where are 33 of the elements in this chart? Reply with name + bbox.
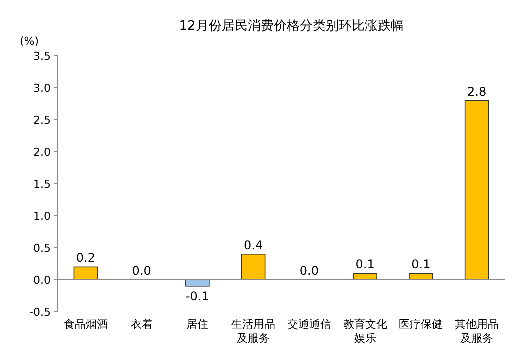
bar	[409, 273, 434, 280]
bar	[464, 100, 490, 280]
y-tick-label: 0.0	[34, 274, 51, 287]
y-tick-label: 1.5	[34, 178, 51, 191]
data-label: 2.8	[468, 84, 487, 99]
y-tick-label: 2.5	[34, 114, 51, 127]
chart-title: 12月份居民消费价格分类别环比涨跌幅	[179, 19, 404, 34]
x-tick-label: 其他用品及服务	[455, 318, 500, 345]
x-tick-label: 交通通信	[287, 318, 332, 331]
x-tick-label: 衣着	[130, 318, 153, 331]
data-label: 0.1	[412, 258, 431, 272]
y-tick-label: -0.5	[30, 306, 51, 319]
y-tick-label: 3.0	[34, 82, 51, 95]
data-label: 0.0	[300, 264, 319, 278]
y-tick-label: 3.5	[34, 50, 51, 63]
bar	[241, 254, 266, 280]
y-tick-label: 2.0	[34, 146, 51, 159]
y-tick-label: 1.0	[34, 210, 51, 223]
data-label: 0.2	[76, 251, 96, 266]
data-label: -0.1	[186, 289, 210, 304]
data-label: 0.1	[356, 258, 375, 272]
y-tick-label: 0.5	[34, 242, 51, 255]
x-tick-label: 教育文化娱乐	[343, 318, 388, 345]
x-tick-label: 医疗保健	[399, 318, 444, 331]
x-tick-label: 生活用品及服务	[232, 318, 276, 345]
y-axis-title: (%)	[20, 35, 40, 48]
bar	[186, 280, 210, 287]
bar	[353, 273, 378, 280]
data-label: 0.0	[132, 264, 152, 278]
x-tick-label: 居住	[186, 318, 209, 331]
x-tick-label: 食品烟酒	[64, 318, 108, 331]
bar	[74, 266, 98, 280]
data-label: 0.4	[244, 238, 264, 252]
